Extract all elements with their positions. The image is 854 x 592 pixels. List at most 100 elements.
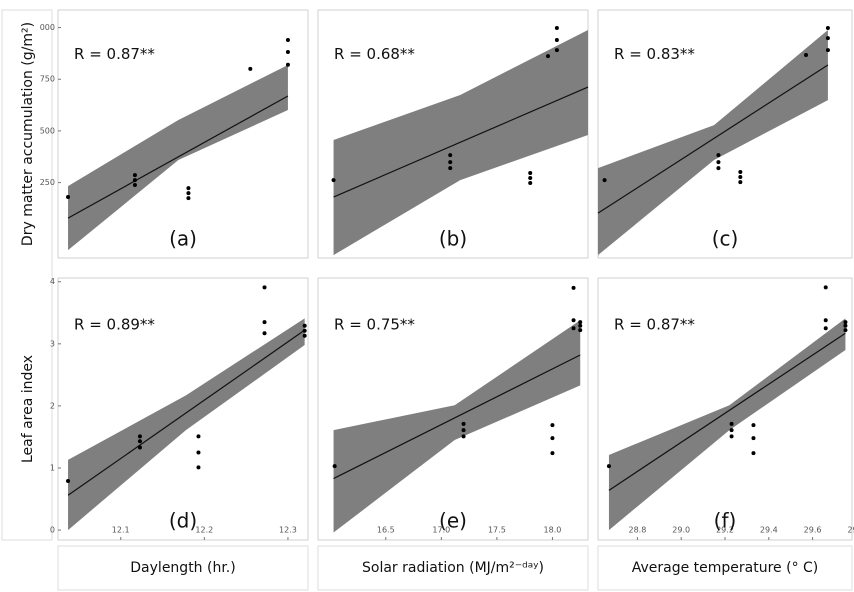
point	[528, 171, 533, 176]
point	[137, 445, 142, 450]
x-tick-label: 12.3	[279, 526, 297, 535]
confidence-band	[608, 318, 846, 531]
r-annotation: R = 0.87**	[74, 45, 155, 63]
point	[825, 48, 830, 53]
point	[571, 285, 576, 290]
point	[738, 174, 743, 179]
point	[729, 434, 734, 439]
point	[66, 479, 71, 484]
fit-line	[597, 64, 829, 214]
x-tick-label: 12.2	[195, 526, 213, 535]
fit-line	[333, 86, 589, 198]
x-axis-label: Solar radiation (MJ/m²⁻ᵈᵃʸ)	[362, 560, 544, 576]
x-label-frame	[57, 545, 309, 591]
point	[554, 37, 559, 42]
point	[823, 285, 828, 290]
x-tick-label: 29.2	[716, 526, 734, 535]
point	[751, 451, 756, 456]
point	[578, 320, 583, 325]
panel-label: (e)	[439, 509, 467, 533]
point	[825, 25, 830, 30]
panel-label: (b)	[439, 227, 467, 251]
point	[448, 160, 453, 165]
y-tick-label: 3	[50, 339, 55, 348]
x-tick-label: 17.5	[488, 526, 506, 535]
point	[716, 166, 721, 171]
point	[285, 62, 290, 67]
point	[606, 464, 611, 469]
point	[550, 451, 555, 456]
point	[262, 285, 267, 290]
point	[804, 53, 809, 58]
r-annotation: R = 0.83**	[614, 45, 695, 63]
point	[461, 434, 466, 439]
panel-label: (f)	[714, 509, 737, 533]
point	[528, 180, 533, 185]
point	[716, 160, 721, 165]
y-tick-label: 750	[40, 75, 55, 84]
point	[448, 166, 453, 171]
y-tick-label: 000	[40, 23, 55, 32]
y-tick-label: 1	[50, 463, 55, 472]
point	[602, 178, 607, 183]
r-annotation: R = 0.89**	[74, 316, 155, 334]
point	[461, 428, 466, 433]
x-tick-label: 16.5	[377, 526, 395, 535]
point	[248, 66, 253, 71]
point	[843, 328, 848, 333]
x-axis-label: Average temperature (° C)	[632, 560, 819, 576]
point	[302, 323, 307, 328]
point	[729, 421, 734, 426]
point	[843, 320, 848, 325]
point	[331, 178, 336, 183]
y-axis-label: Leaf area index	[20, 355, 36, 463]
point	[448, 153, 453, 158]
point	[825, 36, 830, 41]
x-label-frame	[317, 545, 589, 591]
point	[186, 196, 191, 201]
point	[546, 54, 550, 59]
point	[550, 423, 555, 428]
point	[196, 434, 201, 439]
fit-line	[67, 95, 289, 219]
x-tick-label: 18.0	[544, 526, 562, 535]
y-tick-label: 0	[50, 526, 55, 535]
point	[843, 323, 848, 328]
point	[751, 436, 756, 441]
point	[571, 326, 576, 331]
point	[823, 318, 828, 323]
point	[332, 464, 337, 469]
point	[302, 333, 307, 338]
x-tick-label: 28.8	[629, 526, 647, 535]
x-label-frame	[597, 545, 853, 591]
point	[186, 186, 191, 191]
point	[302, 328, 307, 333]
point	[461, 421, 466, 426]
x-tick-label: 29.8	[847, 526, 854, 535]
point	[716, 153, 721, 158]
y-axis-label: Dry matter accumulation (g/m²)	[20, 22, 36, 246]
y-label-frame	[1, 9, 53, 541]
point	[738, 170, 743, 175]
point	[528, 176, 533, 181]
y-tick-label: 2	[50, 401, 55, 410]
x-tick-label: 12.1	[112, 526, 130, 535]
point	[137, 439, 142, 444]
point	[132, 178, 137, 183]
panel-label: (c)	[712, 227, 739, 251]
point	[132, 183, 137, 188]
fit-line	[608, 332, 846, 491]
confidence-band	[333, 320, 581, 533]
point	[186, 191, 191, 196]
point	[132, 173, 137, 178]
point	[262, 320, 267, 325]
panel-label: (d)	[169, 509, 197, 533]
point	[66, 195, 71, 200]
r-annotation: R = 0.68**	[334, 45, 415, 63]
point	[738, 180, 743, 185]
point	[554, 48, 559, 53]
fit-line	[333, 354, 581, 480]
point	[196, 465, 201, 470]
point	[285, 37, 290, 42]
